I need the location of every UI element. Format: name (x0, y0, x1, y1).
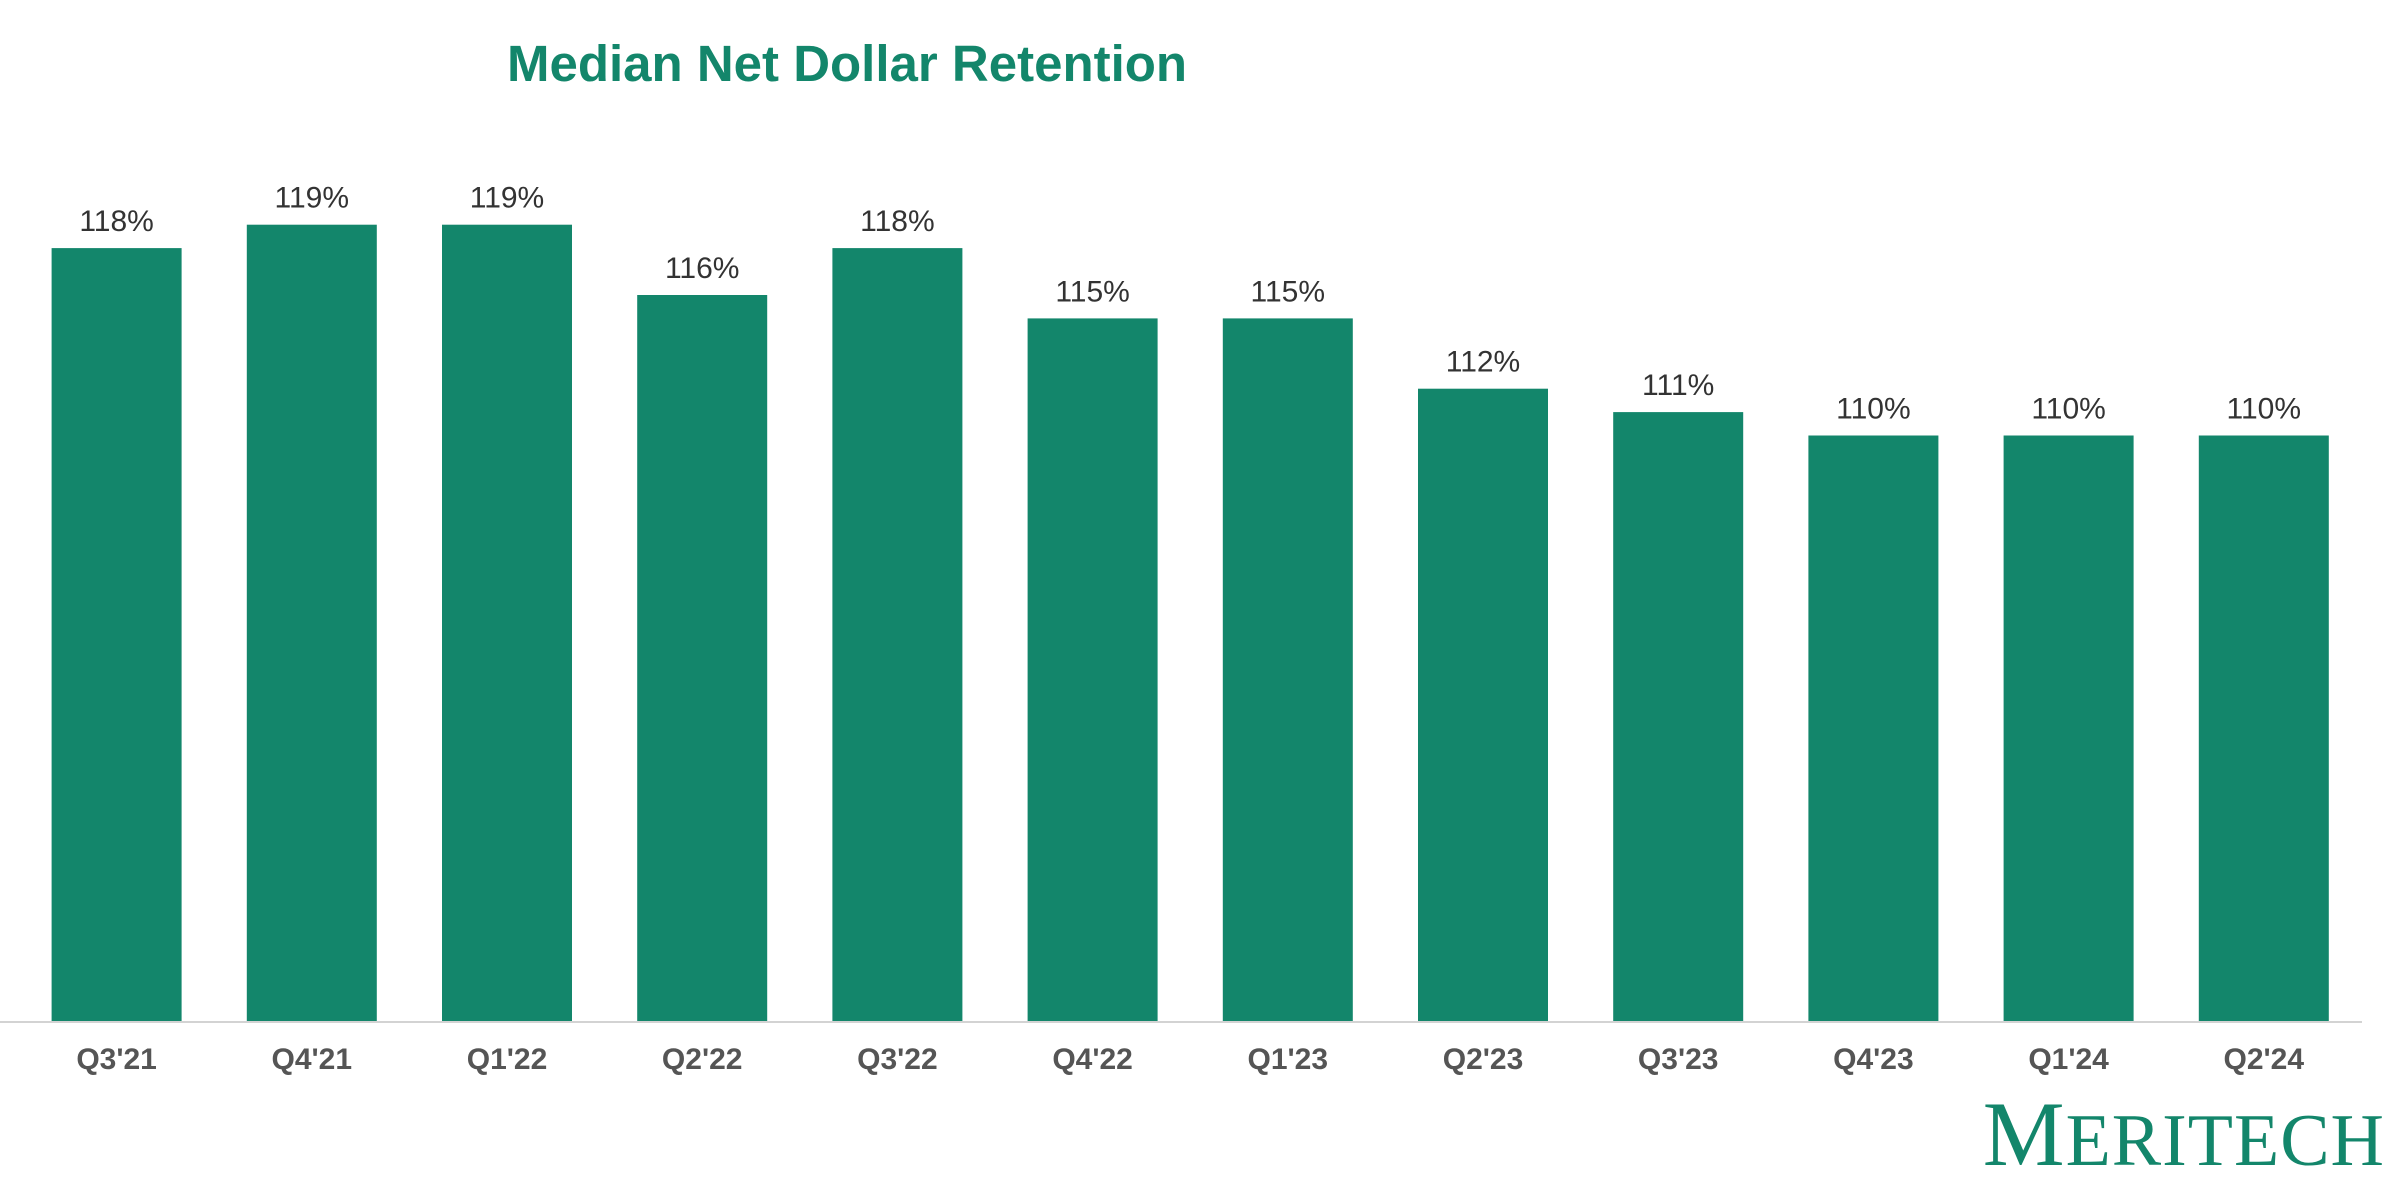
x-tick-label: Q2'23 (1443, 1043, 1524, 1076)
x-tick-label: Q3'23 (1638, 1043, 1719, 1076)
data-label: 115% (1251, 275, 1326, 308)
bar-q3-21 (51, 248, 182, 1022)
data-label: 111% (1642, 369, 1714, 402)
data-label: 115% (1055, 275, 1130, 308)
x-tick-labels-group: Q3'21 Q4'21 Q1'22 Q2'22 Q3'22 Q4'22 Q1'23 Q2'23… (76, 1043, 2304, 1076)
data-label: 118% (860, 205, 935, 238)
data-label: 119% (470, 182, 545, 215)
data-labels-group: 118% 119% 119% 116% 118% 115% 115% 112% 111% 110%… (79, 182, 2301, 426)
bar-q4-23 (1808, 435, 1939, 1021)
bar-q1-24 (2003, 435, 2134, 1021)
x-tick-label: Q4'22 (1052, 1043, 1133, 1076)
data-label: 119% (275, 182, 350, 215)
data-label: 110% (2031, 393, 2106, 426)
data-label: 118% (79, 205, 154, 238)
bar-q1-22 (442, 224, 572, 1021)
bar-q2-23 (1418, 388, 1548, 1021)
x-tick-label: Q3'22 (857, 1043, 938, 1076)
bar-q2-24 (2198, 435, 2329, 1021)
x-tick-label: Q1'24 (2028, 1043, 2109, 1076)
x-tick-label: Q1'22 (467, 1043, 548, 1076)
chart-title: Median Net Dollar Retention (507, 35, 1188, 92)
bar-q1-23 (1222, 318, 1353, 1021)
x-tick-label: Q2'24 (2224, 1043, 2305, 1076)
bar-q3-23 (1613, 412, 1744, 1022)
data-label: 110% (1836, 393, 1911, 426)
bar-q2-22 (637, 295, 768, 1021)
x-tick-label: Q4'21 (272, 1043, 353, 1076)
data-label: 110% (2227, 393, 2302, 426)
x-tick-label: Q1'23 (1248, 1043, 1329, 1076)
bar-q3-22 (832, 248, 963, 1022)
meritech-logo: MERITECH (1982, 1083, 2385, 1185)
x-tick-label: Q2'22 (662, 1043, 743, 1076)
data-label: 116% (665, 252, 740, 285)
x-tick-label: Q4'23 (1833, 1043, 1914, 1076)
bars-group (51, 224, 2329, 1022)
bar-q4-22 (1027, 318, 1158, 1021)
data-label: 112% (1446, 346, 1521, 379)
bar-q4-21 (246, 224, 377, 1021)
x-tick-label: Q3'21 (76, 1043, 157, 1076)
